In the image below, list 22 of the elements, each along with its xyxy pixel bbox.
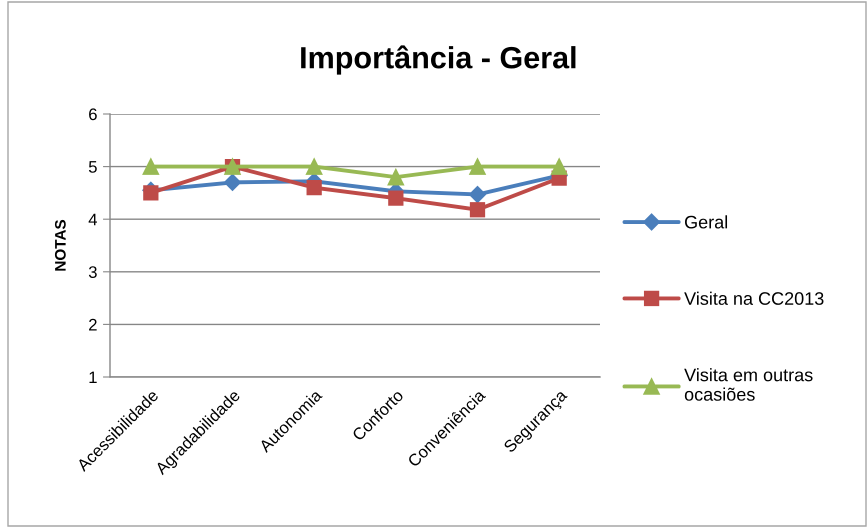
legend-label: Visita na CC2013: [684, 292, 824, 305]
y-tick-label: 6: [89, 108, 97, 120]
point: [550, 158, 568, 175]
y-tick-label: 2: [89, 318, 97, 330]
point: [142, 158, 160, 175]
legend-label: Visita em outras ocasiões: [684, 368, 813, 401]
point: [306, 180, 322, 196]
point: [224, 174, 242, 191]
point: [143, 185, 158, 201]
point: [470, 202, 486, 218]
chart-title: Importância - Geral: [301, 45, 576, 75]
point: [388, 190, 404, 206]
point: [388, 168, 404, 186]
legend-label: Geral: [684, 215, 728, 229]
point: [306, 158, 322, 175]
y-tick-label: 3: [88, 266, 97, 278]
y-tick-label: 4: [88, 214, 98, 226]
point: [469, 158, 486, 175]
point: [468, 186, 486, 204]
y-axis-title: NOTAS: [54, 220, 66, 271]
y-tick-label: 5: [88, 161, 97, 173]
y-tick-label: 1: [90, 372, 97, 384]
